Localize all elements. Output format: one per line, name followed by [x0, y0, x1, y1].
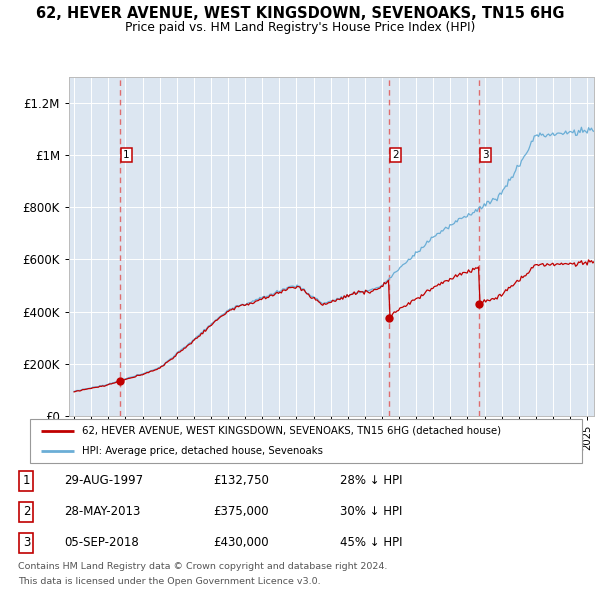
Text: 28-MAY-2013: 28-MAY-2013 [64, 505, 140, 519]
Text: £430,000: £430,000 [214, 536, 269, 549]
Text: £132,750: £132,750 [214, 474, 269, 487]
Text: 29-AUG-1997: 29-AUG-1997 [64, 474, 143, 487]
Text: 30% ↓ HPI: 30% ↓ HPI [340, 505, 403, 519]
Text: HPI: Average price, detached house, Sevenoaks: HPI: Average price, detached house, Seve… [82, 446, 323, 456]
FancyBboxPatch shape [30, 419, 582, 463]
Text: £375,000: £375,000 [214, 505, 269, 519]
Text: 3: 3 [482, 150, 489, 160]
Text: Price paid vs. HM Land Registry's House Price Index (HPI): Price paid vs. HM Land Registry's House … [125, 21, 475, 34]
Text: 1: 1 [23, 474, 30, 487]
Text: 62, HEVER AVENUE, WEST KINGSDOWN, SEVENOAKS, TN15 6HG: 62, HEVER AVENUE, WEST KINGSDOWN, SEVENO… [36, 6, 564, 21]
Text: 45% ↓ HPI: 45% ↓ HPI [340, 536, 403, 549]
Text: Contains HM Land Registry data © Crown copyright and database right 2024.: Contains HM Land Registry data © Crown c… [18, 562, 388, 571]
Text: 05-SEP-2018: 05-SEP-2018 [64, 536, 139, 549]
Text: 62, HEVER AVENUE, WEST KINGSDOWN, SEVENOAKS, TN15 6HG (detached house): 62, HEVER AVENUE, WEST KINGSDOWN, SEVENO… [82, 426, 502, 436]
Text: 3: 3 [23, 536, 30, 549]
Text: 2: 2 [392, 150, 399, 160]
Text: 2: 2 [23, 505, 30, 519]
Text: 28% ↓ HPI: 28% ↓ HPI [340, 474, 403, 487]
Text: 1: 1 [123, 150, 130, 160]
Text: This data is licensed under the Open Government Licence v3.0.: This data is licensed under the Open Gov… [18, 577, 320, 586]
